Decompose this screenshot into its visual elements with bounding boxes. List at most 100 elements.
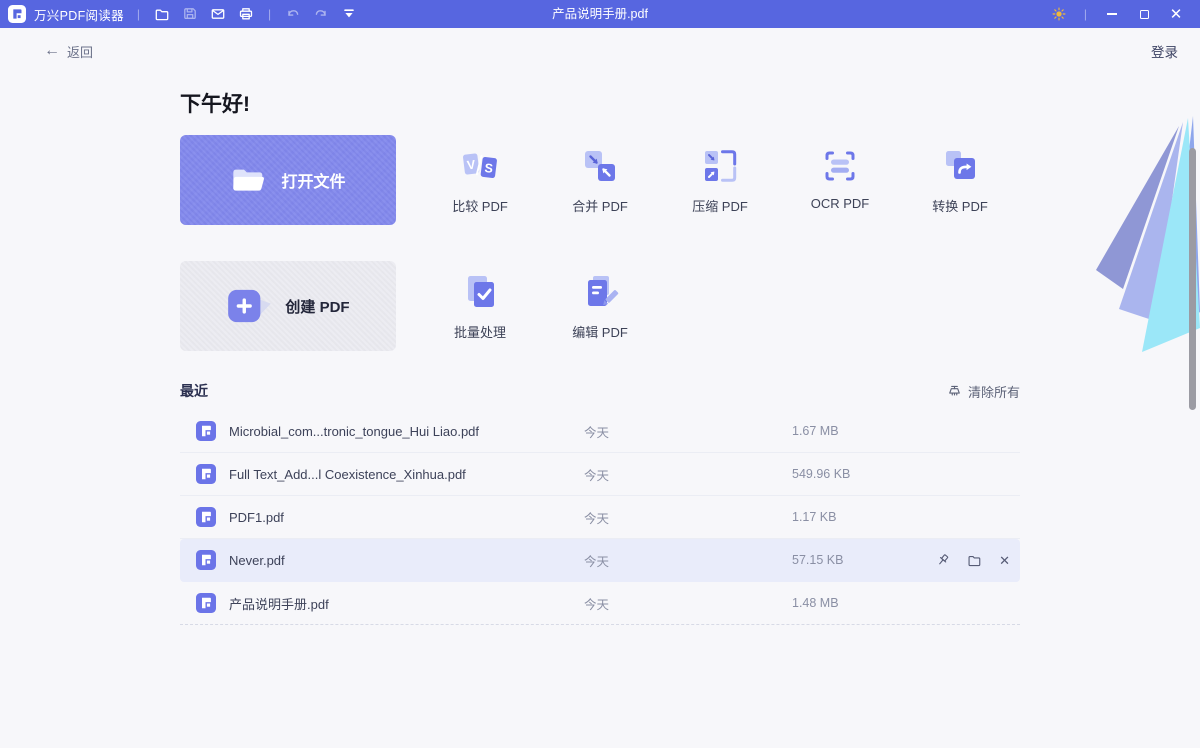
redo-button[interactable] xyxy=(308,3,334,25)
folder-icon xyxy=(968,555,981,566)
merge-pdf-icon xyxy=(585,151,615,181)
maximize-button[interactable] xyxy=(1130,3,1158,25)
subbar: ← 返回 登录 xyxy=(0,28,1200,61)
file-name: PDF1.pdf xyxy=(229,509,284,525)
plus-icon xyxy=(228,289,272,323)
action-convert-pdf[interactable]: 转换 PDF xyxy=(900,145,1020,215)
file-row-selected[interactable]: Never.pdf 今天 57.15 KB xyxy=(180,539,1020,582)
minimize-button[interactable] xyxy=(1098,3,1126,25)
action-merge-pdf[interactable]: 合并 PDF xyxy=(540,145,660,215)
file-name: 产品说明手册.pdf xyxy=(229,596,329,612)
clear-all-button[interactable]: 清除所有 xyxy=(947,382,1020,401)
pin-file-button[interactable] xyxy=(935,553,950,568)
email-toolbar-button[interactable] xyxy=(205,3,231,25)
file-row[interactable]: 产品说明手册.pdf 今天 1.48 MB xyxy=(180,582,1020,625)
file-row[interactable]: Full Text_Add...l Coexistence_Xinhua.pdf… xyxy=(180,453,1020,496)
action-ocr-pdf[interactable]: OCR PDF xyxy=(780,145,900,215)
action-compare-pdf[interactable]: V S 比较 PDF xyxy=(420,145,540,215)
titlebar-right-group: | ✕ xyxy=(1045,3,1190,25)
undo-button[interactable] xyxy=(280,3,306,25)
redo-icon xyxy=(315,10,326,16)
decorative-fan-graphic xyxy=(1096,116,1200,352)
printer-icon xyxy=(239,8,253,20)
open-file-location-button[interactable] xyxy=(967,553,982,568)
file-row[interactable]: PDF1.pdf 今天 1.17 KB xyxy=(180,496,1020,539)
back-label: 返回 xyxy=(67,44,94,60)
mail-icon xyxy=(211,9,225,19)
action-edit-pdf[interactable]: 编辑 PDF xyxy=(540,271,660,341)
create-pdf-button[interactable]: 创建 PDF xyxy=(180,261,396,351)
titlebar: 万兴PDF阅读器 | | xyxy=(0,0,1200,28)
titlebar-divider: | xyxy=(268,7,272,21)
file-date: 今天 xyxy=(584,597,610,612)
back-arrow-icon: ← xyxy=(44,42,60,59)
action-label: 编辑 PDF xyxy=(572,325,628,340)
sun-icon xyxy=(1052,7,1066,21)
svg-text:V: V xyxy=(466,157,477,172)
recent-title: 最近 xyxy=(180,383,208,399)
file-name: Microbial_com...tronic_tongue_Hui Liao.p… xyxy=(229,423,480,439)
file-date: 今天 xyxy=(584,425,610,440)
login-link[interactable]: 登录 xyxy=(1151,45,1178,60)
folder-icon xyxy=(155,9,169,21)
save-toolbar-button[interactable] xyxy=(177,3,203,25)
quick-actions-row-2: 批量处理 编辑 PDF xyxy=(420,271,660,341)
open-file-button[interactable]: 打开文件 xyxy=(180,135,396,225)
app-name: 万兴PDF阅读器 xyxy=(34,8,124,23)
ocr-pdf-icon xyxy=(825,151,855,181)
minimize-icon xyxy=(1107,13,1117,15)
close-icon: ✕ xyxy=(999,552,1010,568)
document-title: 产品说明手册.pdf xyxy=(552,7,648,21)
quick-actions-row-1: V S 比较 PDF xyxy=(420,145,1020,215)
theme-toggle-button[interactable] xyxy=(1045,3,1073,25)
compress-pdf-icon xyxy=(705,150,737,182)
action-compress-pdf[interactable]: 压缩 PDF xyxy=(660,145,780,215)
file-date: 今天 xyxy=(584,554,610,569)
file-name: Full Text_Add...l Coexistence_Xinhua.pdf xyxy=(229,466,466,482)
actions-row-1: 打开文件 V S 比较 PDF xyxy=(180,135,1020,225)
batch-process-icon xyxy=(468,276,494,307)
maximize-icon xyxy=(1139,9,1149,19)
action-label: 批量处理 xyxy=(453,325,506,340)
close-icon: ✕ xyxy=(1169,6,1183,23)
pdf-file-icon xyxy=(196,593,216,613)
file-date: 今天 xyxy=(584,468,610,483)
open-folder-icon xyxy=(233,169,265,191)
remove-from-recent-button[interactable]: ✕ xyxy=(999,554,1010,567)
create-pdf-label: 创建 PDF xyxy=(285,298,350,316)
file-row-actions: ✕ xyxy=(914,553,1010,568)
svg-text:S: S xyxy=(484,161,494,176)
action-label: OCR PDF xyxy=(810,196,870,211)
clean-broom-icon xyxy=(949,385,960,396)
file-size: 549.96 KB xyxy=(792,467,851,481)
edit-pdf-icon xyxy=(588,276,619,306)
titlebar-divider: | xyxy=(1083,7,1087,21)
convert-pdf-icon xyxy=(946,151,975,179)
pdf-file-icon xyxy=(196,550,216,570)
collapse-toolbar-button[interactable] xyxy=(336,3,362,25)
action-label: 合并 PDF xyxy=(572,199,628,214)
close-button[interactable]: ✕ xyxy=(1162,3,1190,25)
file-row[interactable]: Microbial_com...tronic_tongue_Hui Liao.p… xyxy=(180,410,1020,453)
greeting-text: 下午好! xyxy=(180,93,250,116)
print-toolbar-button[interactable] xyxy=(233,3,259,25)
recent-header: 最近 清除所有 xyxy=(180,381,1020,401)
titlebar-left-group: 万兴PDF阅读器 | | xyxy=(8,3,362,25)
pushpin-icon xyxy=(939,553,949,564)
back-button[interactable]: ← 返回 xyxy=(44,42,93,61)
open-file-toolbar-button[interactable] xyxy=(149,3,175,25)
vertical-scrollbar-thumb[interactable] xyxy=(1189,148,1196,410)
save-icon xyxy=(184,8,196,20)
undo-icon xyxy=(288,10,299,16)
open-file-label: 打开文件 xyxy=(281,174,346,191)
action-batch-process[interactable]: 批量处理 xyxy=(420,271,540,341)
app-logo-icon xyxy=(8,5,26,23)
actions-row-2: 创建 PDF 批量处理 xyxy=(180,261,1020,351)
action-label: 转换 PDF xyxy=(932,199,988,214)
file-size: 1.17 KB xyxy=(792,510,837,524)
titlebar-divider: | xyxy=(136,7,141,21)
recent-file-list: Microbial_com...tronic_tongue_Hui Liao.p… xyxy=(180,410,1020,625)
compare-pdf-icon: V S xyxy=(462,153,497,178)
file-date: 今天 xyxy=(584,511,610,526)
file-size: 1.48 MB xyxy=(792,596,839,610)
